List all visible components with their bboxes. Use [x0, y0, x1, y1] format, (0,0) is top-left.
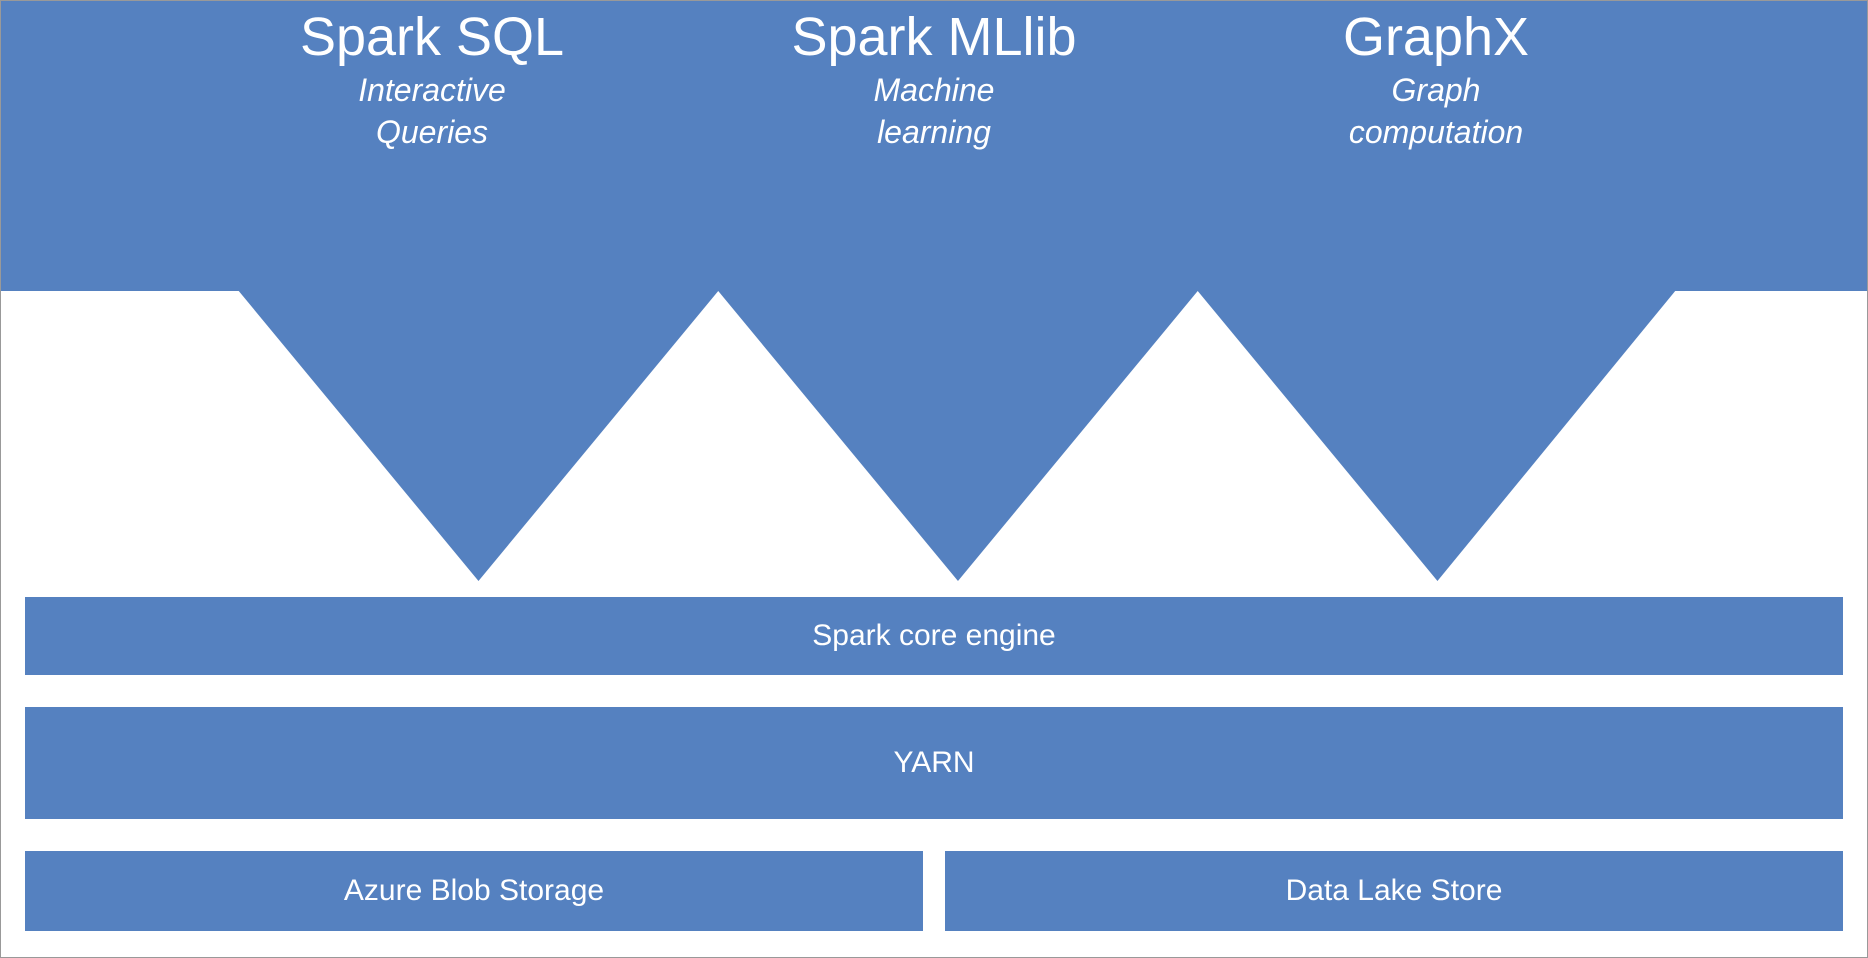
- spark-core-label: Spark core engine: [812, 619, 1056, 653]
- component-spark-mllib: Spark MLlib Machine learning: [683, 1, 1185, 291]
- azure-blob-label: Azure Blob Storage: [344, 874, 604, 908]
- yarn-layer: YARN: [25, 707, 1843, 819]
- spark-sql-subtitle: Interactive Queries: [181, 70, 683, 153]
- data-lake-store-block: Data Lake Store: [945, 851, 1843, 931]
- yarn-label: YARN: [893, 746, 974, 780]
- top-components-section: Spark SQL Interactive Queries Spark MLli…: [1, 1, 1867, 581]
- storage-layer: Azure Blob Storage Data Lake Store: [25, 851, 1843, 931]
- component-graphx: GraphX Graph computation: [1185, 1, 1687, 291]
- graphx-subtitle: Graph computation: [1185, 70, 1687, 153]
- spark-mllib-subtitle: Machine learning: [683, 70, 1185, 153]
- spark-architecture-diagram: Spark SQL Interactive Queries Spark MLli…: [1, 1, 1867, 957]
- azure-blob-storage-block: Azure Blob Storage: [25, 851, 923, 931]
- spark-mllib-title: Spark MLlib: [683, 6, 1185, 68]
- component-spark-sql: Spark SQL Interactive Queries: [181, 1, 683, 291]
- spark-sql-title: Spark SQL: [181, 6, 683, 68]
- spark-core-layer: Spark core engine: [25, 597, 1843, 675]
- component-labels-row: Spark SQL Interactive Queries Spark MLli…: [1, 1, 1867, 291]
- data-lake-label: Data Lake Store: [1286, 874, 1503, 908]
- graphx-title: GraphX: [1185, 6, 1687, 68]
